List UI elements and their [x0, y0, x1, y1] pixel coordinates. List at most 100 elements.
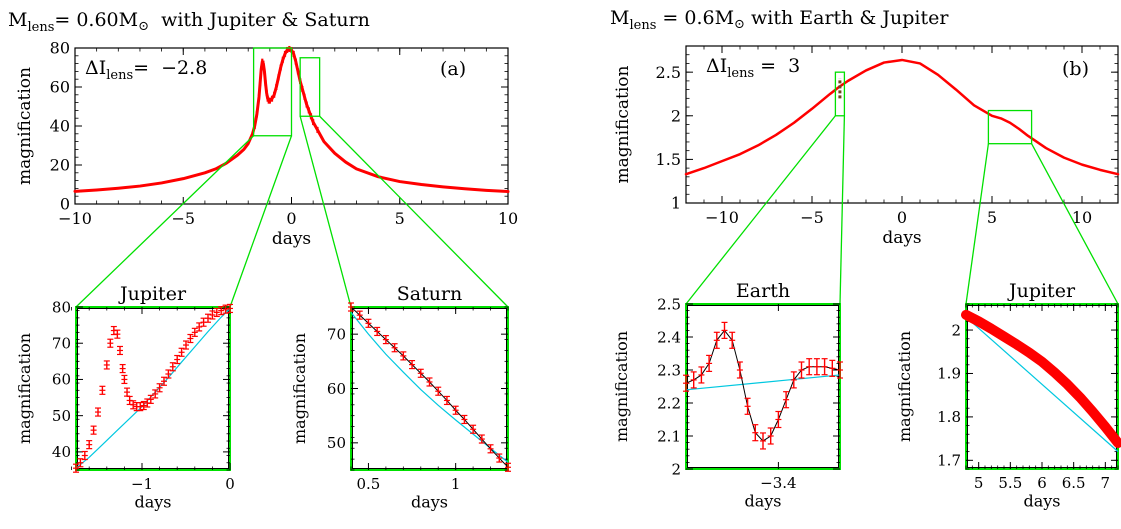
a_sat-point	[478, 434, 485, 444]
a_sat-ytick-label: 50	[327, 434, 346, 452]
a_jup-point	[95, 407, 101, 417]
a_main-xlabel: days	[272, 229, 311, 249]
a_sat-point	[461, 414, 468, 425]
a_jup-point	[103, 360, 110, 370]
b_main-ytick-label: 1.5	[656, 150, 681, 169]
b_earth-ytick-label: 2	[671, 460, 681, 478]
a_jup-inner-frame	[77, 308, 229, 469]
b_earth-ylabel: magnification	[612, 331, 631, 442]
a_jup-frame	[75, 306, 231, 471]
a_sat-point	[426, 377, 433, 387]
b_jup-ylabel: magnification	[895, 331, 914, 442]
a_main-zoom-box-2	[299, 57, 321, 117]
a_jup-point	[227, 303, 233, 314]
b_jup-title: Jupiter	[1007, 280, 1076, 302]
a_jup-ylabel: magnification	[15, 333, 34, 444]
a_sat-point	[400, 351, 407, 361]
a_jup-xlabel: days	[134, 493, 171, 512]
b_earth-point	[798, 361, 805, 379]
b_earth-point	[837, 361, 843, 379]
a_sat-point	[452, 405, 459, 415]
a_main-zoom-connector	[319, 115, 509, 308]
b_earth-xtick-label: −3.4	[760, 474, 796, 492]
b_earth-point	[736, 361, 743, 379]
b_main-zoom-box-1	[834, 71, 846, 117]
a_main-ylabel: magnification	[15, 67, 35, 185]
a_main-ytick-label: 20	[50, 156, 70, 175]
b_jup-ytick-label: 1.9	[937, 365, 961, 383]
b_main-ylabel: magnification	[613, 65, 633, 183]
b_jup-ytick-label: 2	[951, 321, 961, 339]
b_earth-point	[698, 366, 705, 384]
b_jup-xtick-label: 5	[974, 474, 984, 492]
a_sat-point	[365, 318, 372, 328]
a_sat-point	[435, 386, 442, 396]
panel-b-title: Mlens = 0.6M⊙ with Earth & Jupiter	[610, 7, 949, 33]
b_earth-point	[713, 331, 720, 349]
a_jup-point	[130, 400, 137, 410]
a_sat-ytick-label: 70	[327, 325, 346, 343]
b_earth-point	[829, 359, 836, 377]
b_earth-point	[821, 358, 828, 376]
b_main-xtick-label: 10	[1072, 208, 1092, 227]
b_earth-ytick-label: 2.1	[657, 427, 681, 445]
a_sat-inner-frame	[352, 308, 507, 469]
b_main-zoom-connector	[685, 115, 836, 305]
b_main-xtick-label: 5	[987, 208, 997, 227]
a_jup-point	[117, 345, 123, 356]
a_jup-point	[161, 376, 167, 386]
b_earth-point	[744, 397, 751, 415]
b_earth-point	[760, 432, 766, 450]
b_earth-title: Earth	[736, 280, 790, 302]
a_sat-panel: 0.5 1 50 60 70 days magnification Saturn	[290, 283, 511, 512]
b_jup-xtick-label: 6.5	[1062, 474, 1086, 492]
a_sat-point	[382, 335, 389, 345]
a_jup-point	[90, 425, 97, 435]
b_earth-point	[783, 391, 790, 409]
a_sat-xtick-label: 0.5	[357, 475, 381, 493]
a_jup-point	[187, 333, 194, 344]
b_jup-xlabel: days	[1023, 492, 1060, 511]
b_jup-panel: 5 5.5 6 6.5 7 1.7 1.8 1.9 2 days magnification Jupi…	[895, 280, 1121, 511]
a_jup-point	[191, 327, 198, 337]
a_main-ytick-label: 60	[50, 78, 70, 97]
a_jup-panel: −1 0 40 50 60 70 80 days magnification Jupiter	[15, 283, 235, 512]
a_main-xtick-label: 0	[286, 209, 296, 228]
a_jup-point	[156, 383, 163, 393]
a_jup-point	[86, 440, 93, 450]
b_jup-xtick-label: 6	[1037, 474, 1047, 492]
a_jup-point	[147, 394, 154, 404]
b_earth-trace	[685, 329, 841, 442]
b_main-ytick-label: 2	[671, 106, 681, 125]
b_earth-point	[767, 427, 774, 445]
a_sat-point	[487, 444, 494, 454]
b_main-xtick-label: −5	[800, 208, 824, 227]
a_jup-point	[77, 458, 84, 468]
a_sat-xlabel: days	[411, 493, 448, 512]
b_earth-model-line	[685, 374, 841, 391]
b_earth-ytick-label: 2.2	[657, 394, 681, 412]
b_earth-xlabel: days	[744, 492, 781, 511]
b_earth-point	[813, 358, 820, 376]
a_jup-point	[218, 306, 225, 316]
a_sat-point	[443, 395, 450, 406]
a_main-ytick-label: 0	[60, 195, 70, 214]
b_main-zoom-connector	[1031, 143, 1119, 305]
a_jup-ytick-label: 60	[52, 371, 71, 389]
a_sat-point	[417, 368, 424, 378]
a_jup-xtick-label: 0	[225, 475, 235, 493]
a_sat-ytick-label: 60	[327, 380, 346, 398]
a_main-xtick-label: −5	[171, 209, 195, 228]
a_jup-point	[165, 369, 172, 379]
a_jup-point	[119, 363, 126, 374]
b_jup-xtick-label: 7	[1101, 474, 1111, 492]
b_jup-model-line	[965, 316, 1119, 453]
a_main-zoom-connector	[299, 116, 352, 308]
b_earth-inner-frame	[687, 305, 839, 468]
a_sat-xtick-label: 1	[451, 475, 461, 493]
a_main-ytick-label: 80	[50, 39, 70, 58]
b_main-ytick-label: 1	[671, 194, 681, 213]
b_earth-point	[683, 374, 689, 392]
b_main-zoom-connector	[965, 143, 990, 305]
